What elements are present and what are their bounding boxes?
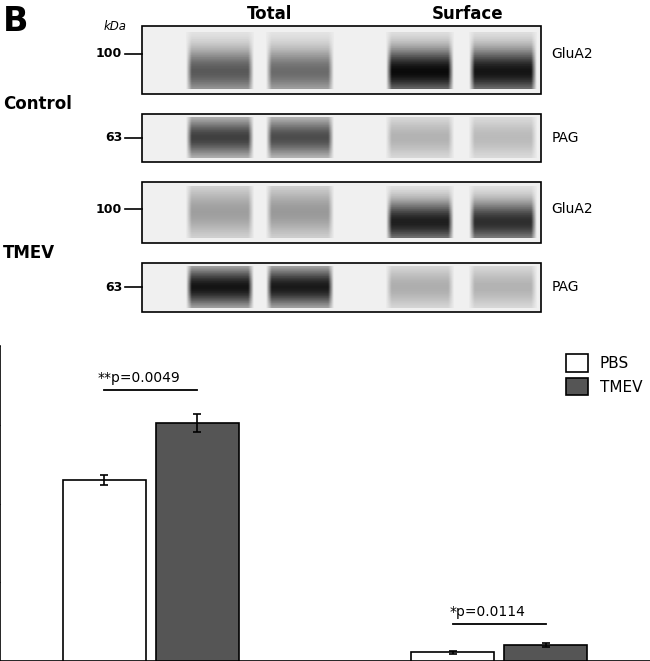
- Text: B: B: [3, 5, 29, 38]
- Text: Total: Total: [247, 5, 292, 23]
- Text: TMEV: TMEV: [3, 244, 55, 262]
- Text: PAG: PAG: [551, 280, 578, 294]
- Text: kDa: kDa: [104, 20, 127, 33]
- Bar: [142, 114, 541, 162]
- Text: 63: 63: [105, 132, 122, 144]
- Bar: [155, 423, 239, 661]
- Text: 100: 100: [96, 203, 122, 215]
- Bar: [411, 652, 495, 661]
- Bar: [142, 262, 541, 312]
- Bar: [504, 645, 588, 661]
- Text: *p=0.0114: *p=0.0114: [450, 605, 525, 619]
- Bar: [62, 480, 146, 661]
- Text: 63: 63: [105, 281, 122, 294]
- Text: PAG: PAG: [551, 131, 578, 145]
- Text: GluA2: GluA2: [551, 46, 593, 61]
- Text: Control: Control: [3, 95, 72, 113]
- Text: 100: 100: [96, 47, 122, 60]
- Legend: PBS, TMEV: PBS, TMEV: [566, 354, 642, 395]
- Bar: [142, 26, 541, 94]
- Text: Surface: Surface: [432, 5, 504, 23]
- Text: GluA2: GluA2: [551, 202, 593, 216]
- Bar: [142, 182, 541, 243]
- Text: **p=0.0049: **p=0.0049: [98, 371, 181, 385]
